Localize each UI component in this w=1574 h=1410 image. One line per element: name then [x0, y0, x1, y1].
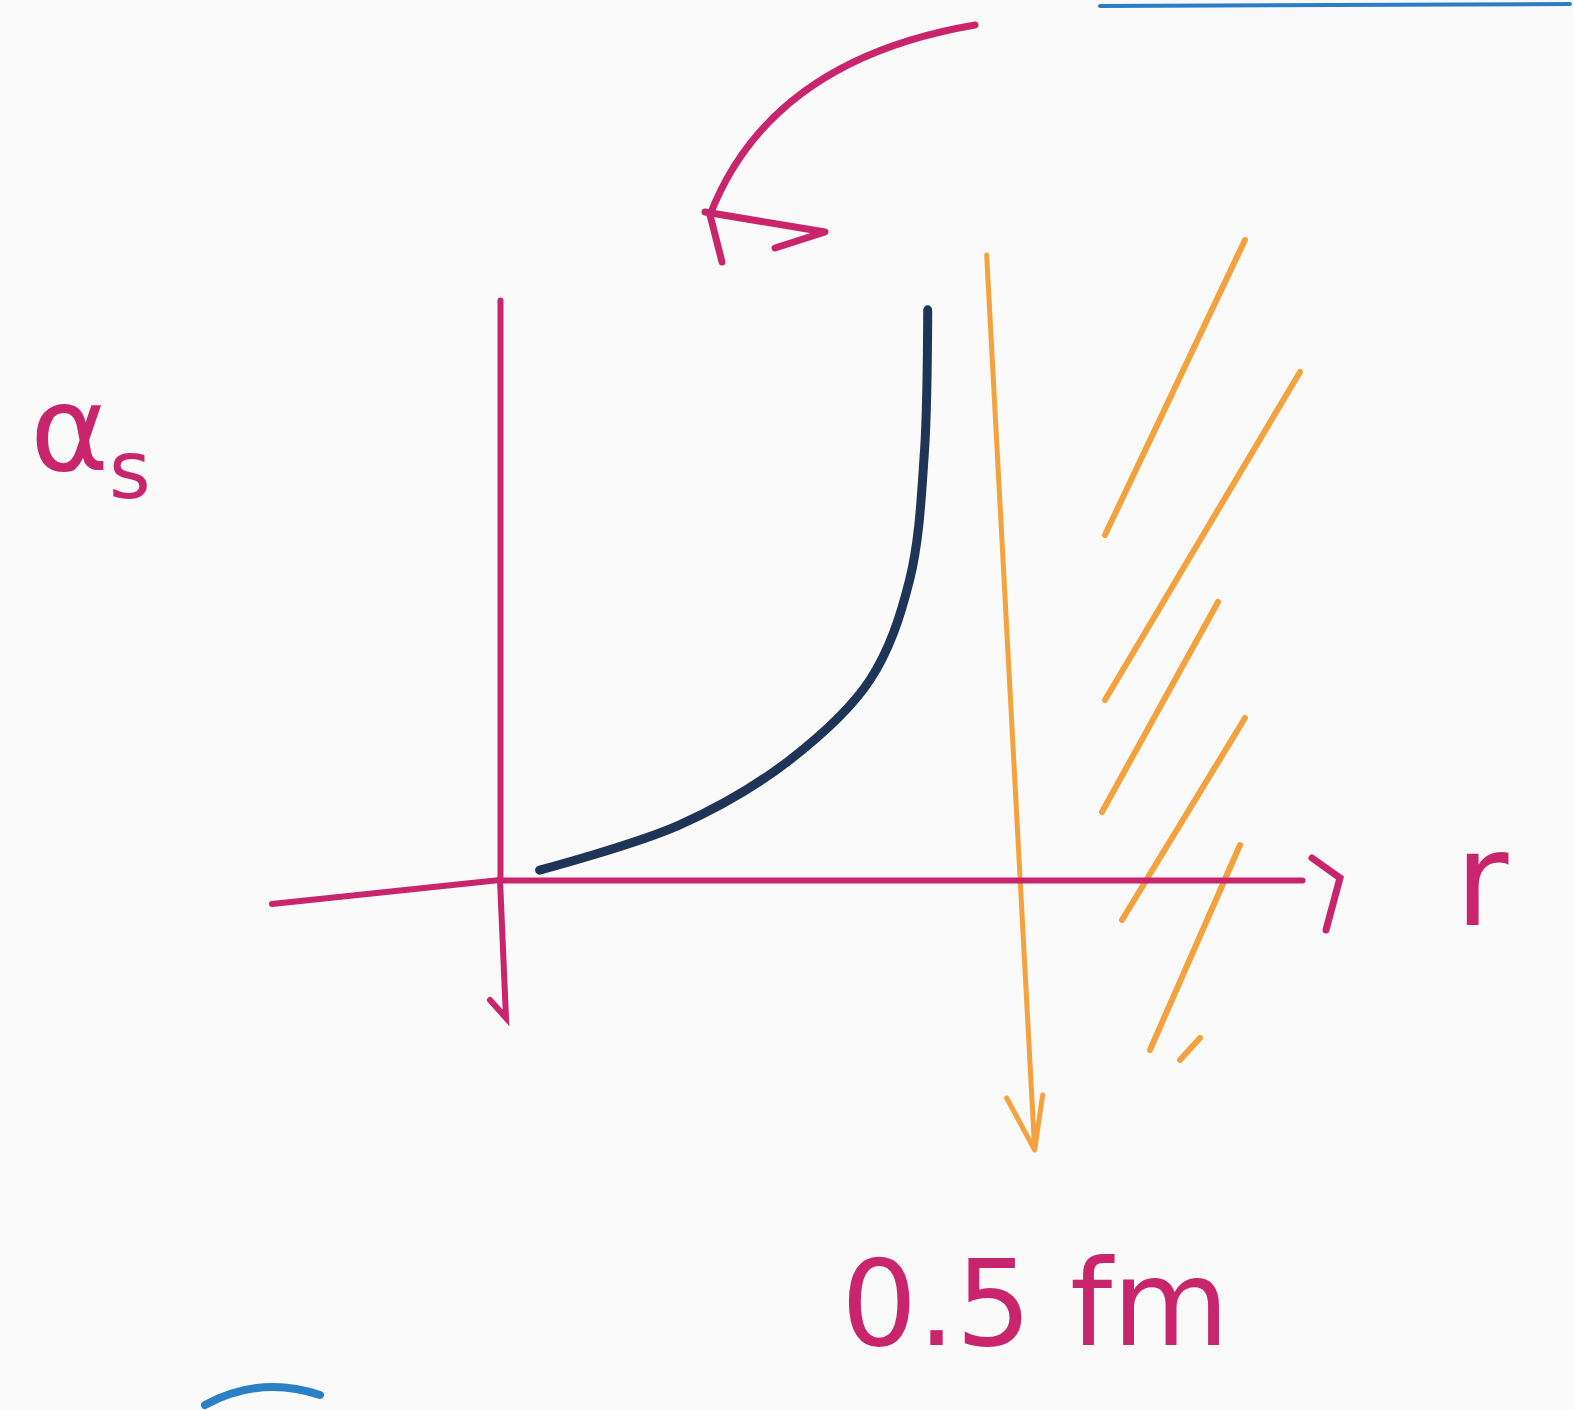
axis-arrowhead [1312, 858, 1340, 930]
x-axis: 0.5 fm [501, 880, 1303, 1373]
hatch-line [1122, 718, 1245, 920]
hatch-line [1105, 372, 1300, 700]
x-axis-title: r [1455, 804, 1509, 956]
axis-extension [272, 880, 500, 904]
x-axis-line [501, 878, 1303, 884]
x-tick: 0.5 fm [841, 880, 1229, 1373]
y-axis [500, 301, 501, 881]
hatch-line [1180, 1038, 1200, 1060]
curve [540, 310, 928, 870]
y-axis-title: αs [30, 359, 151, 517]
decor-arc [205, 1387, 320, 1405]
hatch-line [1150, 845, 1240, 1050]
limit-line [987, 255, 1043, 1150]
y-axis-line [498, 301, 504, 881]
pointer-arrow [705, 25, 975, 262]
hatch-line [1102, 602, 1218, 812]
x-tick-label: 0.5 fm [841, 1234, 1229, 1373]
plot-area [540, 310, 928, 870]
decor-line [1100, 4, 1570, 6]
hatching [1102, 240, 1300, 1060]
axis-extension [490, 880, 506, 1018]
hatch-line [1105, 240, 1245, 535]
